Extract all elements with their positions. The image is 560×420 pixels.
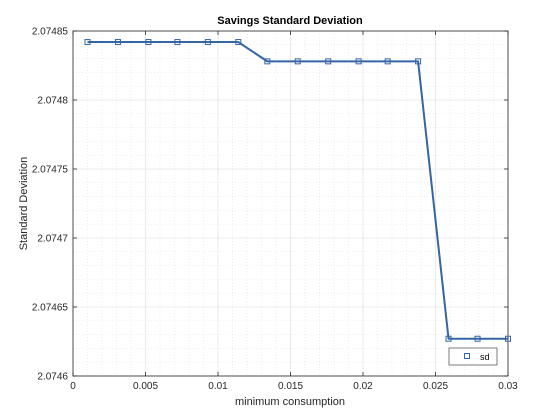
chart-title: Savings Standard Deviation	[217, 15, 363, 27]
x-tick-label: 0.025	[423, 381, 448, 392]
x-tick-label: 0.01	[208, 381, 228, 392]
y-tick-label: 2.0748	[37, 96, 68, 107]
x-tick-label: 0.03	[498, 381, 518, 392]
legend: sd	[448, 347, 498, 366]
ticks: 0 0.005 0.01 0.015 0.02 0.025 0.03 2.0746 2.0746…	[32, 27, 518, 393]
y-axis-label: Standard Deviation	[18, 157, 30, 251]
data-point-marker	[355, 58, 362, 65]
data-point-marker	[505, 335, 511, 342]
series-layer	[84, 39, 511, 342]
y-tick-label: 2.0747	[37, 234, 68, 245]
data-point-marker	[235, 39, 242, 46]
data-point-marker	[145, 39, 152, 46]
series-line-sd	[87, 41, 508, 340]
data-point-marker	[84, 39, 91, 46]
y-tick-label: 2.07465	[32, 303, 69, 314]
x-tick-label: 0.005	[133, 381, 158, 392]
data-point-marker	[415, 58, 422, 65]
legend-box	[448, 347, 498, 366]
data-point-marker	[384, 58, 391, 65]
data-point-marker	[294, 58, 301, 65]
y-tick-label: 2.07485	[32, 27, 69, 38]
data-point-marker	[474, 335, 481, 342]
y-tick-label: 2.0746	[37, 372, 68, 383]
data-point-marker	[114, 39, 121, 46]
y-tick-label: 2.07475	[32, 165, 69, 176]
x-tick-label: 0.02	[353, 381, 373, 392]
legend-marker	[464, 353, 470, 359]
data-point-marker	[325, 58, 332, 65]
x-axis-label: minimum consumption	[235, 396, 345, 408]
data-point-marker	[204, 39, 211, 46]
data-point-marker	[264, 58, 271, 65]
legend-label-sd: sd	[480, 352, 490, 362]
x-tick-label: 0	[70, 381, 76, 392]
x-tick-label: 0.015	[278, 381, 303, 392]
data-point-marker	[174, 39, 181, 46]
data-point-marker	[445, 335, 452, 342]
